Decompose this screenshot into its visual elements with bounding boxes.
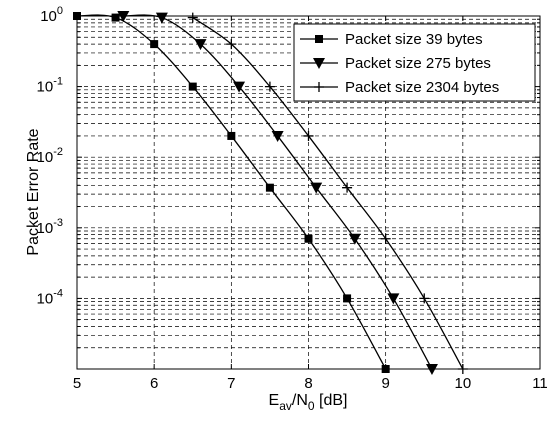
series-layer — [73, 11, 468, 375]
legend-item: Packet size 275 bytes — [300, 55, 491, 72]
data-point — [111, 13, 120, 22]
data-point — [304, 234, 313, 243]
x-tick-label: 10 — [454, 375, 471, 392]
legend-marker — [313, 58, 325, 69]
data-point — [188, 82, 197, 91]
legend-label: Packet size 39 bytes — [345, 31, 483, 48]
data-point — [380, 233, 391, 244]
data-point — [150, 40, 159, 49]
x-tick-label: 7 — [227, 375, 235, 392]
y-tick-label: 10-4 — [37, 287, 63, 307]
data-point — [419, 293, 430, 304]
data-point — [342, 182, 353, 193]
x-tick-label: 6 — [150, 375, 158, 392]
data-point — [310, 182, 323, 194]
x-axis-label: Eav/N0 [dB] — [269, 392, 348, 413]
data-point — [265, 183, 274, 192]
y-tick-label: 10-2 — [37, 146, 63, 166]
y-tick-label: 100 — [40, 5, 63, 25]
y-axis-label: Packet Error Rate — [25, 128, 42, 255]
legend-marker — [314, 82, 324, 92]
data-point — [303, 130, 314, 141]
series-line — [123, 14, 433, 370]
legend-label: Packet size 275 bytes — [345, 55, 491, 72]
x-tick-label: 9 — [381, 375, 389, 392]
ticks: 5 6 7 8 9 10 11 100 10-1 10-2 10-3 10-4 — [37, 5, 548, 392]
data-point — [271, 130, 284, 142]
data-point — [348, 233, 361, 245]
legend-marker — [315, 35, 323, 43]
data-point — [264, 81, 275, 92]
series-1 — [73, 12, 390, 373]
data-point — [187, 12, 198, 23]
series-line — [76, 14, 387, 370]
x-tick-label: 5 — [73, 375, 81, 392]
data-point — [194, 39, 207, 51]
data-point — [227, 131, 236, 140]
y-tick-label: 10-1 — [37, 76, 63, 96]
data-point — [387, 293, 400, 305]
x-tick-label: 8 — [304, 375, 312, 392]
series-3 — [187, 12, 468, 374]
data-point — [233, 81, 246, 93]
legend-label: Packet size 2304 bytes — [345, 79, 499, 96]
series-2 — [117, 11, 438, 375]
legend-item: Packet size 39 bytes — [300, 31, 483, 48]
data-point — [226, 39, 237, 50]
data-point — [155, 12, 168, 24]
legend: Packet size 39 bytes Packet size 275 byte… — [293, 23, 536, 102]
x-tick-label: 11 — [532, 375, 548, 392]
legend-item: Packet size 2304 bytes — [300, 79, 499, 96]
data-point — [343, 294, 352, 303]
series-line — [192, 17, 464, 370]
y-tick-label: 10-3 — [37, 217, 63, 237]
